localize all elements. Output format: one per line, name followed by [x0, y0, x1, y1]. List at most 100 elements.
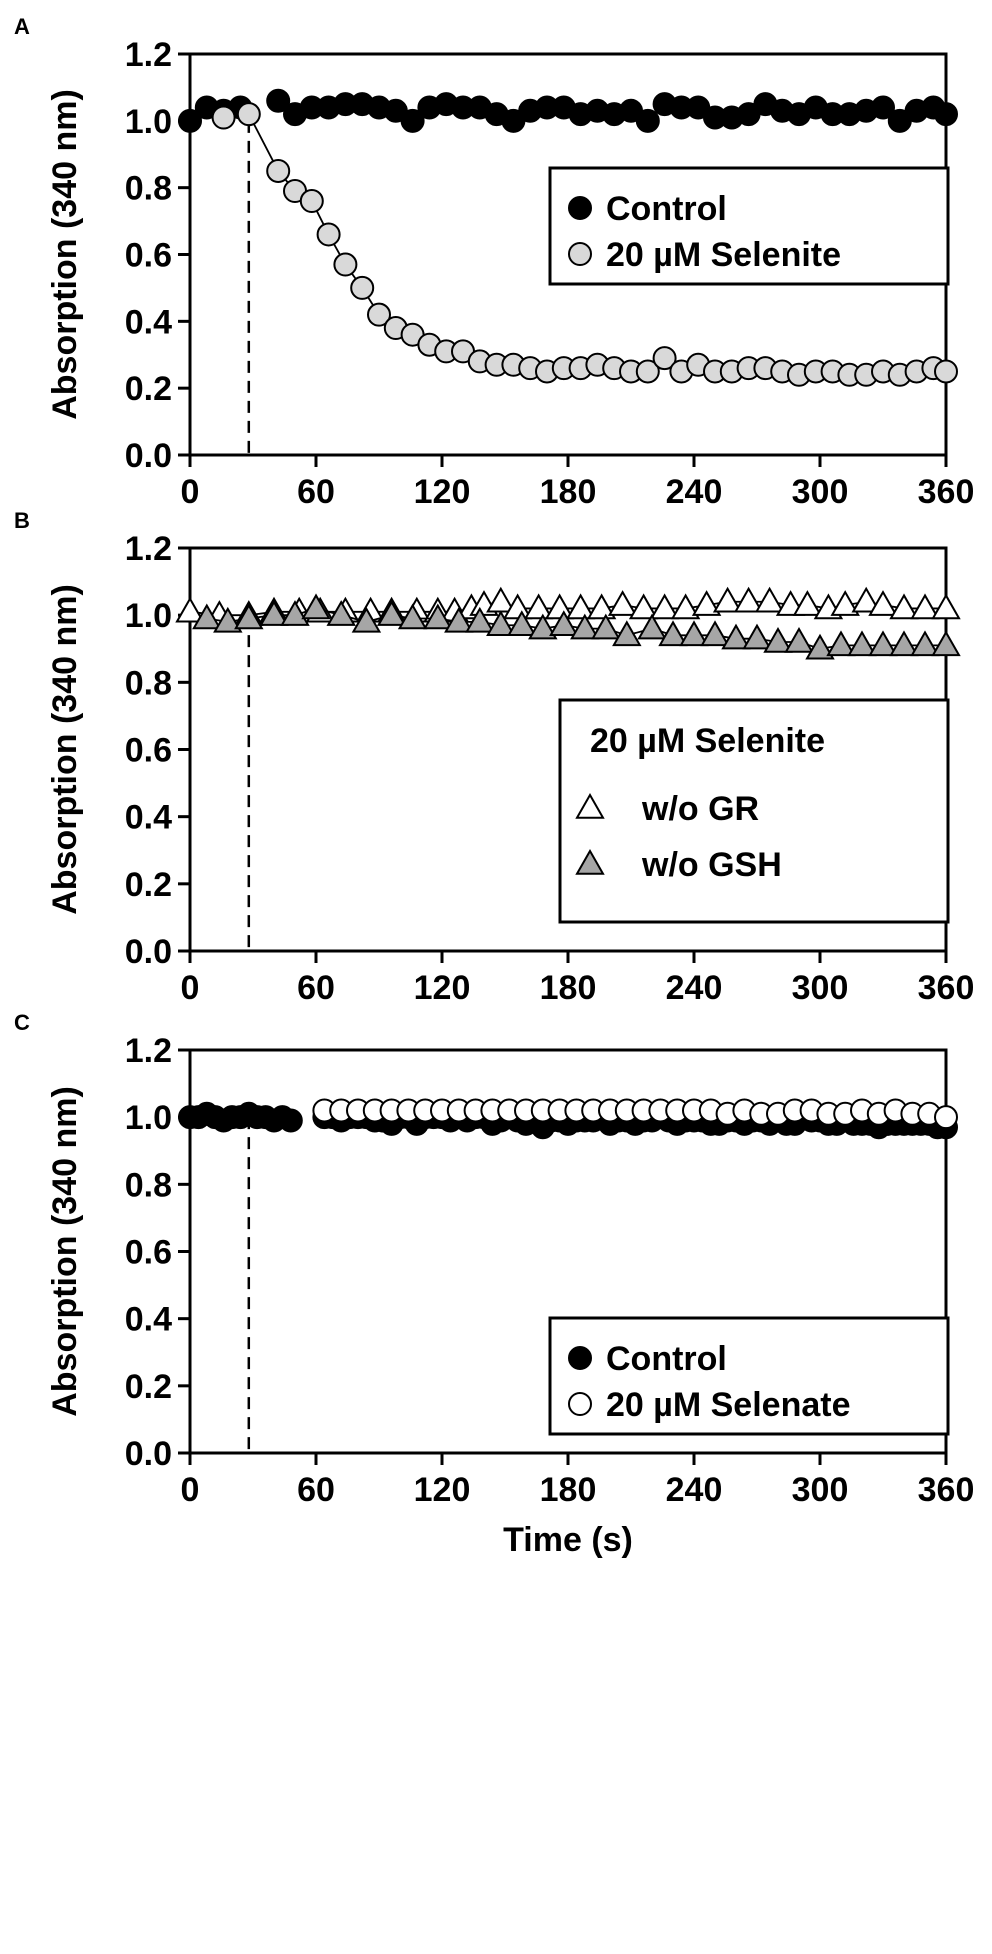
- data-point: [523, 593, 554, 620]
- legend-marker: [568, 196, 592, 220]
- legend-title: 20 µM Selenite: [590, 722, 825, 760]
- data-point: [444, 606, 474, 633]
- series-2: [192, 593, 961, 660]
- data-point: [868, 630, 898, 657]
- data-point: [192, 603, 222, 630]
- data-point: [637, 613, 667, 640]
- y-axis-title: Absorption (340 nm): [46, 584, 84, 915]
- legend-label: 20 µM Selenite: [606, 236, 841, 274]
- data-point: [763, 627, 793, 653]
- x-tick-label: 180: [540, 969, 597, 1007]
- data-point: [871, 95, 895, 120]
- x-tick-label: 300: [792, 1471, 849, 1509]
- data-point: [889, 630, 919, 657]
- data-point: [721, 623, 751, 650]
- legend-label: Control: [606, 1340, 727, 1378]
- y-tick-label: 1.0: [125, 597, 172, 635]
- y-tick-label: 0.8: [125, 664, 172, 702]
- data-point: [591, 613, 621, 640]
- y-tick-label: 0.0: [125, 933, 172, 971]
- panel-a: A 0.0 0.2 0.4 0.6 0.8 1.0 1.2 0 60 120 180 240 300 360…: [14, 14, 974, 511]
- x-tick-label: 240: [666, 1471, 723, 1509]
- data-point: [570, 613, 600, 640]
- x-tick-label: 300: [792, 969, 849, 1007]
- panel-letter: B: [14, 508, 30, 533]
- y-tick-label: 1.0: [125, 103, 172, 141]
- data-point: [367, 302, 391, 327]
- data-point: [635, 359, 660, 384]
- panel-letter: C: [14, 1010, 30, 1035]
- legend-box: [558, 698, 950, 924]
- data-point: [528, 613, 558, 640]
- legend-marker: [575, 792, 605, 819]
- data-point: [586, 593, 617, 620]
- data-point: [465, 606, 495, 633]
- data-point: [175, 596, 205, 623]
- legend-box: [548, 166, 950, 286]
- x-tick-label: 240: [666, 473, 723, 511]
- data-point: [712, 586, 743, 613]
- series-1: [178, 88, 958, 133]
- x-axis-title: Time (s): [503, 1521, 633, 1559]
- panel-b: B 0.0 0.2 0.4 0.6 0.8 1.0 1.2 0 60 120 180 240 300 360…: [14, 508, 974, 1007]
- data-point: [333, 252, 358, 277]
- data-point: [784, 627, 814, 653]
- y-tick-label: 0.6: [125, 1234, 172, 1272]
- y-tick-label: 0.6: [125, 732, 172, 770]
- data-point: [868, 590, 898, 616]
- y-axis-title: Absorption (340 nm): [46, 89, 84, 420]
- data-point: [754, 586, 785, 613]
- data-point: [549, 610, 579, 636]
- legend-marker: [568, 242, 592, 266]
- data-point: [792, 590, 823, 616]
- data-point: [934, 1105, 958, 1130]
- x-tick-label: 300: [792, 473, 849, 511]
- data-point: [910, 630, 940, 657]
- data-point: [278, 1108, 303, 1133]
- legend: Control 20 µM Selenate: [548, 1316, 950, 1436]
- series-2: [312, 1098, 958, 1130]
- data-point: [213, 606, 243, 633]
- data-point: [733, 586, 764, 613]
- data-point: [266, 158, 291, 183]
- legend-marker: [568, 1392, 592, 1416]
- data-point: [178, 108, 202, 133]
- data-point: [931, 630, 961, 657]
- y-tick-label: 0.4: [125, 1301, 172, 1339]
- panel-letter: A: [14, 14, 30, 39]
- data-point: [826, 630, 856, 657]
- x-tick-label: 60: [297, 1471, 335, 1509]
- data-point: [266, 88, 291, 113]
- legend: 20 µM Selenite w/o GR w/o GSH: [558, 698, 950, 924]
- x-tick-label: 180: [540, 473, 597, 511]
- y-tick-label: 0.0: [125, 437, 172, 475]
- y-tick-label: 0.8: [125, 1166, 172, 1204]
- legend-marker: [568, 1346, 592, 1370]
- data-point: [742, 623, 772, 650]
- data-point: [259, 600, 289, 626]
- data-point: [326, 600, 356, 626]
- x-tick-label: 60: [297, 969, 335, 1007]
- x-tick-label: 120: [414, 1471, 471, 1509]
- x-tick-label: 360: [918, 1471, 975, 1509]
- data-point: [351, 606, 382, 633]
- y-tick-label: 1.0: [125, 1099, 172, 1137]
- data-point: [376, 600, 407, 626]
- data-point: [679, 620, 709, 647]
- y-axis-title: Absorption (340 nm): [46, 1086, 84, 1417]
- data-point: [691, 590, 722, 616]
- panel-c: C 0.0 0.2 0.4 0.6 0.8 1.0 1.2 0 60 120 180 240 300 360…: [14, 1010, 974, 1559]
- data-point: [635, 108, 660, 133]
- y-tick-label: 0.6: [125, 237, 172, 275]
- data-point: [931, 593, 961, 620]
- y-tick-label: 0.4: [125, 303, 172, 341]
- x-tick-label: 0: [181, 1471, 200, 1509]
- legend-label: 20 µM Selenate: [606, 1386, 850, 1424]
- x-tick-label: 0: [181, 473, 200, 511]
- data-point: [805, 633, 835, 660]
- data-point: [507, 610, 537, 636]
- data-point: [400, 108, 425, 133]
- y-tick-label: 0.2: [125, 1368, 172, 1406]
- data-point: [607, 590, 638, 616]
